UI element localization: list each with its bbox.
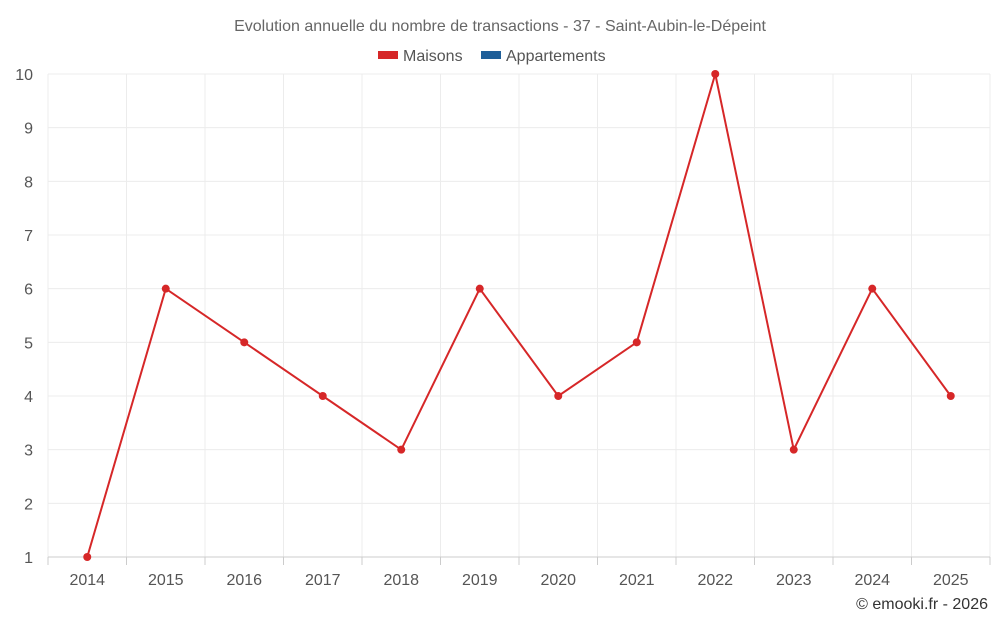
y-tick-label: 5	[24, 335, 33, 352]
y-tick-label: 6	[24, 282, 33, 299]
y-axis: 1 2 3 4 5 6 7 8 9 10	[15, 67, 33, 567]
series-line-maisons	[86, 73, 952, 558]
data-point-maisons[interactable]	[240, 338, 249, 347]
x-tick-label: 2021	[619, 572, 655, 589]
data-point-maisons[interactable]	[711, 70, 720, 78]
data-point-maisons[interactable]	[946, 392, 955, 400]
y-tick-label: 1	[24, 550, 33, 567]
x-tick-label: 2023	[776, 572, 812, 589]
y-tick-label: 2	[24, 496, 33, 513]
x-tick-label: 2022	[697, 572, 733, 589]
y-tick-label: 9	[24, 121, 33, 138]
data-point-maisons[interactable]	[554, 392, 563, 400]
legend-swatch-appartements	[481, 51, 501, 59]
x-tick-label: 2020	[540, 572, 576, 589]
data-point-maisons[interactable]	[475, 284, 484, 293]
chart-title: Evolution annuelle du nombre de transact…	[234, 18, 766, 35]
data-point-maisons[interactable]	[397, 445, 406, 454]
data-point-maisons[interactable]	[632, 338, 641, 347]
x-tick-label: 2018	[383, 572, 419, 589]
data-point-maisons[interactable]	[83, 553, 92, 561]
legend-item-appartements[interactable]: Appartements	[481, 48, 606, 65]
y-tick-label: 4	[24, 389, 33, 406]
credit: © emooki.fr - 2026	[856, 596, 988, 613]
x-tick-label: 2025	[933, 572, 969, 589]
data-point-maisons[interactable]	[318, 392, 327, 400]
legend-label-maisons: Maisons	[403, 48, 463, 65]
y-tick-label: 7	[24, 228, 33, 245]
x-tick-label: 2017	[305, 572, 341, 589]
legend: Maisons Appartements	[378, 48, 606, 65]
legend-item-maisons[interactable]: Maisons	[378, 48, 463, 65]
data-point-maisons[interactable]	[868, 284, 877, 293]
legend-label-appartements: Appartements	[506, 48, 606, 65]
legend-swatch-maisons	[378, 51, 398, 59]
data-point-maisons[interactable]	[789, 445, 798, 454]
x-tick-label: 2014	[69, 572, 105, 589]
x-tick-label: 2019	[462, 572, 498, 589]
x-axis: 2014 2015 2016 2017 2018 2019 2020 2021 2022 2023…	[47, 557, 991, 589]
x-tick-label: 2016	[226, 572, 262, 589]
y-tick-label: 10	[15, 67, 33, 84]
x-tick-label: 2024	[854, 572, 890, 589]
data-point-maisons[interactable]	[161, 284, 170, 293]
series-maisons	[83, 70, 955, 561]
y-tick-label: 3	[24, 443, 33, 460]
y-tick-label: 8	[24, 174, 33, 191]
x-tick-label: 2015	[148, 572, 184, 589]
grid	[47, 73, 991, 558]
